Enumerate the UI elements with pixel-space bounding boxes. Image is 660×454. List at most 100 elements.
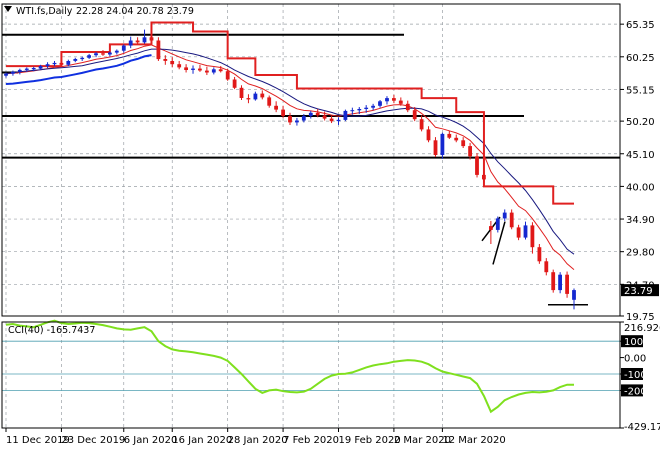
slow-moving-average <box>5 48 575 255</box>
bull-candle <box>142 37 147 43</box>
bear-candle <box>468 146 472 157</box>
cci-tick-label: 216.9267 <box>624 323 660 334</box>
bear-candle <box>59 62 64 65</box>
timeframe-label: .fs,Daily <box>34 6 73 17</box>
bull-candle <box>4 73 8 76</box>
price-tick-label: 60.25 <box>626 53 655 64</box>
bull-candle <box>108 52 112 55</box>
bull-candle <box>308 112 313 116</box>
bull-candle <box>301 116 306 121</box>
bear-candle <box>426 129 431 141</box>
bear-candle <box>246 98 251 100</box>
ohlc-high: 24.04 <box>106 6 133 17</box>
bull-candle <box>38 66 43 69</box>
bull-candle <box>11 71 15 74</box>
bear-candle <box>322 115 327 119</box>
bear-candle <box>177 64 182 68</box>
bull-candle <box>73 59 78 61</box>
price-tick-label: 40.00 <box>626 182 655 193</box>
fast-moving-average <box>5 44 575 270</box>
bear-candle <box>288 116 292 123</box>
bear-candle <box>329 118 334 122</box>
bull-candle <box>357 109 362 111</box>
bear-candle <box>184 67 188 70</box>
time-tick-label: 11 Dec 2019 <box>6 435 70 446</box>
bull-candle <box>128 40 133 46</box>
cci-level-badge <box>621 367 643 380</box>
bear-candle <box>163 59 168 61</box>
time-tick-label: 2 Mar 2020 <box>394 435 451 446</box>
chart-header: WTI.fs,Daily 22.28 24.04 20.78 23.79 <box>4 6 194 17</box>
cci-level-badge <box>621 335 643 348</box>
bull-candle <box>80 57 85 60</box>
cci-panel <box>2 319 620 414</box>
collapse-triangle-icon[interactable] <box>4 6 12 12</box>
current-price-badge <box>621 284 659 297</box>
bear-candle <box>565 274 569 294</box>
bull-candle <box>371 105 375 108</box>
current-price-label: 23.79 <box>624 286 653 297</box>
bull-candle <box>66 61 71 65</box>
symbol-label: WTI <box>16 6 34 17</box>
bull-candle <box>94 53 98 56</box>
bear-candle <box>232 79 237 88</box>
bear-candle <box>454 137 459 141</box>
bull-candle <box>211 69 216 73</box>
bear-candle <box>149 37 154 41</box>
horizontal-lines <box>2 33 620 306</box>
cci-tick-label: 0.00 <box>624 354 646 365</box>
bull-candle <box>121 45 126 51</box>
trend-line <box>492 221 506 265</box>
bear-candle <box>198 68 202 71</box>
bull-candle <box>45 64 50 67</box>
bear-candle <box>392 98 396 101</box>
time-tick-label: 7 Feb 2020 <box>283 435 339 446</box>
bear-candle <box>516 227 521 238</box>
bear-candle <box>419 119 424 130</box>
bear-candle <box>433 140 438 155</box>
cci-tick-label: -200 <box>624 386 647 397</box>
bear-candle <box>156 40 161 60</box>
svg-text:22.28 24.04 20.78 23.79: 22.28 24.04 20.78 23.79 <box>76 6 194 17</box>
time-tick-label: 12 Mar 2020 <box>442 435 505 446</box>
candles <box>4 21 576 310</box>
ohlc-close: 23.79 <box>167 6 194 17</box>
cci-tick-label: -100 <box>624 370 647 381</box>
price-tick-label: 65.35 <box>626 20 655 31</box>
bear-candle <box>274 105 278 110</box>
price-tick-label: 45.10 <box>626 150 655 161</box>
bear-candle <box>509 212 514 228</box>
price-tick-label: 19.75 <box>626 312 655 323</box>
time-tick-label: 19 Feb 2020 <box>338 435 400 446</box>
axes: 65.35 60.25 55.15 50.20 45.10 40.00 34.90 29.80… <box>1 3 660 446</box>
bear-candle <box>489 226 493 230</box>
bull-candle <box>52 62 57 65</box>
bull-candle <box>17 69 22 72</box>
cci-tick-label: 100 <box>624 337 643 348</box>
svg-text:CCI(40) -165.7437: CCI(40) -165.7437 <box>8 325 95 336</box>
bull-candle <box>572 290 576 300</box>
bear-candle <box>530 225 535 248</box>
bear-candle <box>412 110 417 120</box>
price-tick-label: 55.15 <box>626 85 655 96</box>
cci-value: -165.7437 <box>47 325 96 336</box>
bull-candle <box>31 68 36 70</box>
bear-candle <box>170 61 175 65</box>
bear-candle <box>398 100 403 104</box>
bear-candle <box>461 140 466 147</box>
bull-candle <box>24 68 29 70</box>
bear-candle <box>260 93 265 98</box>
price-tick-label: 50.20 <box>626 117 655 128</box>
bear-candle <box>544 261 549 273</box>
bull-candle <box>336 119 341 122</box>
svg-text:WTI.fs,Daily: WTI.fs,Daily <box>16 6 73 17</box>
bear-candle <box>281 109 285 116</box>
bear-candle <box>239 87 244 98</box>
bull-candle <box>385 98 389 102</box>
bull-candle <box>364 107 369 109</box>
price-tick-label: 29.80 <box>626 248 655 259</box>
time-tick-label: 28 Jan 2020 <box>228 435 288 446</box>
bear-candle <box>135 40 140 43</box>
bear-candle <box>205 70 209 73</box>
